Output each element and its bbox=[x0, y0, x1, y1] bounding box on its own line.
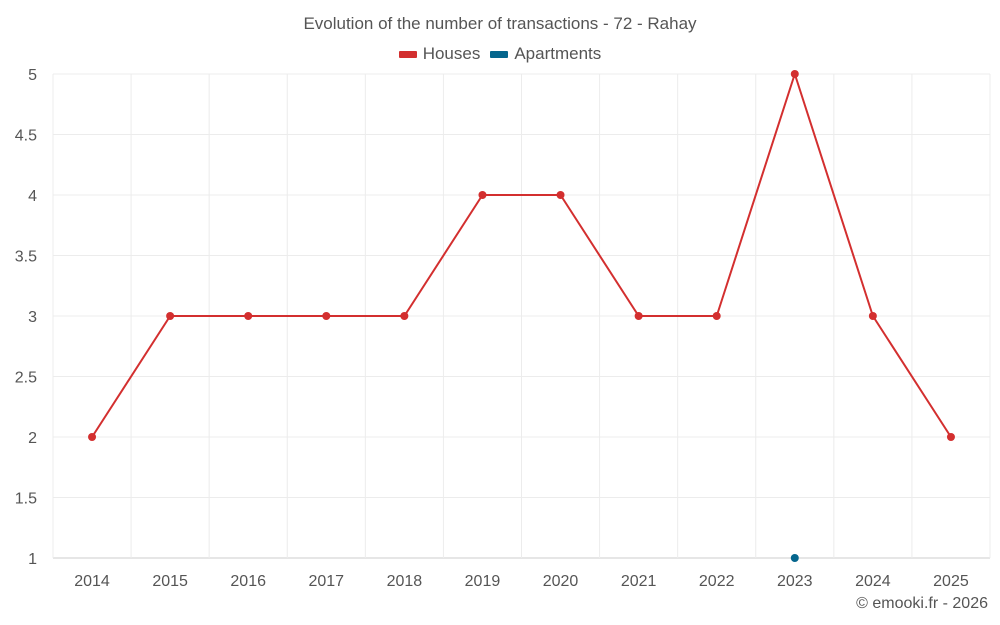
x-tick-label: 2018 bbox=[387, 573, 423, 590]
series-line-houses bbox=[91, 73, 952, 438]
x-tick-label: 2017 bbox=[308, 573, 344, 590]
data-point-houses bbox=[400, 312, 409, 320]
data-point-houses bbox=[790, 70, 799, 78]
data-point-apartments bbox=[790, 554, 799, 562]
legend-swatch-apartments bbox=[490, 50, 509, 58]
y-tick-label: 1 bbox=[28, 551, 37, 568]
data-point-houses bbox=[946, 433, 955, 441]
legend: Houses Apartments bbox=[0, 44, 1000, 64]
x-tick-label: 2023 bbox=[777, 573, 813, 590]
y-tick-label: 4 bbox=[28, 188, 37, 205]
data-point-houses bbox=[634, 312, 643, 320]
y-tick-label: 1.5 bbox=[15, 491, 37, 508]
data-point-houses bbox=[712, 312, 721, 320]
x-tick-label: 2021 bbox=[621, 573, 657, 590]
data-point-houses bbox=[244, 312, 253, 320]
legend-label-houses: Houses bbox=[422, 44, 481, 63]
x-tick-label: 2024 bbox=[855, 573, 891, 590]
x-tick-label: 2020 bbox=[543, 573, 579, 590]
y-tick-label: 3.5 bbox=[15, 249, 37, 266]
x-tick-label: 2025 bbox=[933, 573, 969, 590]
x-tick-label: 2019 bbox=[465, 573, 501, 590]
y-tick-label: 2.5 bbox=[15, 370, 37, 387]
legend-swatch-houses bbox=[398, 50, 417, 58]
data-point-houses bbox=[322, 312, 331, 320]
data-point-houses bbox=[868, 312, 877, 320]
y-tick-label: 3 bbox=[28, 309, 37, 326]
data-point-houses bbox=[88, 433, 97, 441]
y-tick-label: 5 bbox=[28, 67, 37, 84]
x-tick-label: 2016 bbox=[230, 573, 266, 590]
legend-item-houses[interactable]: Houses bbox=[398, 44, 481, 64]
y-tick-label: 2 bbox=[28, 430, 37, 447]
x-tick-label: 2015 bbox=[152, 573, 188, 590]
legend-label-apartments: Apartments bbox=[514, 44, 602, 63]
data-point-houses bbox=[478, 191, 487, 199]
y-tick-label: 4.5 bbox=[15, 128, 37, 145]
credit-text: © emooki.fr - 2026 bbox=[856, 595, 988, 612]
data-point-houses bbox=[166, 312, 175, 320]
chart-title: Evolution of the number of transactions … bbox=[303, 14, 697, 33]
legend-item-apartments[interactable]: Apartments bbox=[490, 44, 601, 64]
data-point-houses bbox=[556, 191, 565, 199]
x-tick-label: 2022 bbox=[699, 573, 735, 590]
x-tick-label: 2014 bbox=[74, 573, 110, 590]
